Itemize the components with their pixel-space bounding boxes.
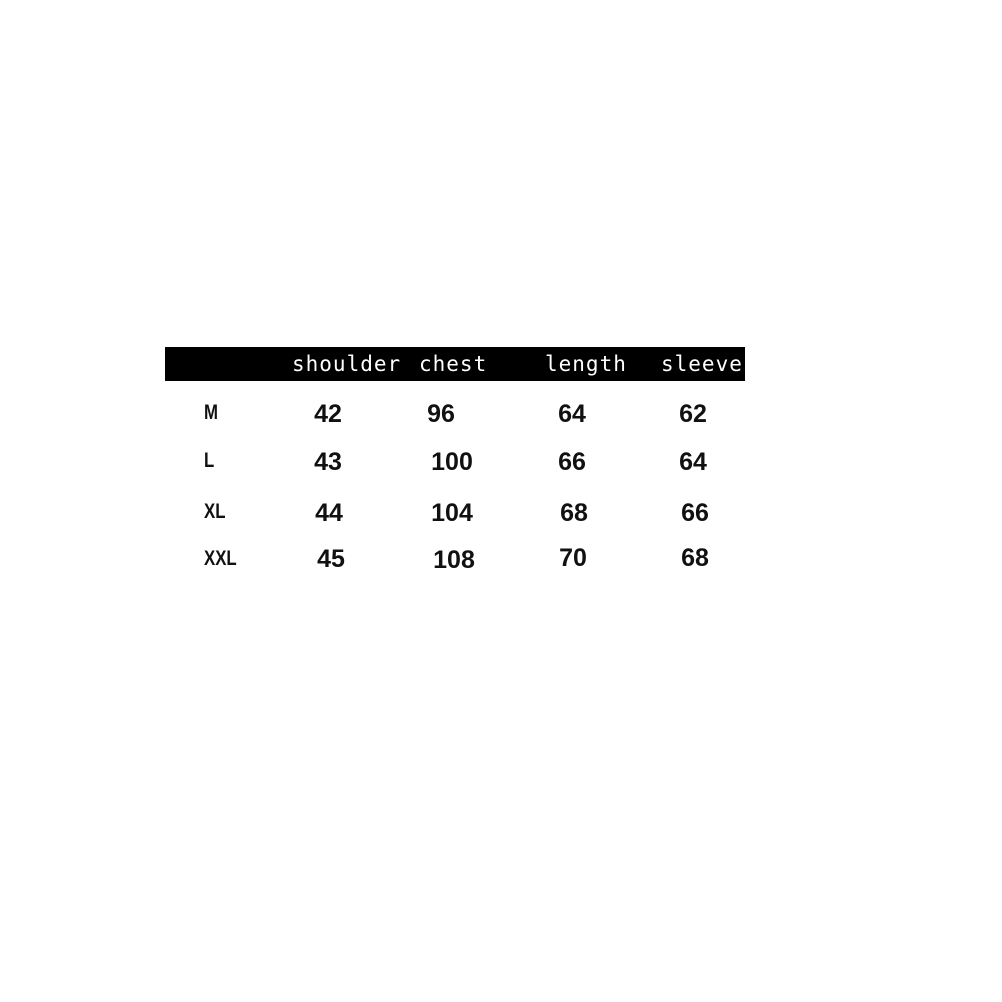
length-value: 68 <box>560 499 588 527</box>
column-header-chest: chest <box>419 352 488 376</box>
column-header-sleeve: sleeve <box>661 352 743 376</box>
sleeve-value: 64 <box>679 448 707 476</box>
sleeve-value: 68 <box>681 544 709 572</box>
length-value: 66 <box>558 448 586 476</box>
length-value: 64 <box>558 400 586 428</box>
chest-value: 96 <box>427 400 455 428</box>
column-header-shoulder: shoulder <box>292 352 402 376</box>
shoulder-value: 43 <box>314 448 342 476</box>
shoulder-value: 44 <box>315 499 343 527</box>
sleeve-value: 62 <box>679 400 707 428</box>
chest-value: 100 <box>431 448 473 476</box>
shoulder-value: 42 <box>314 400 342 428</box>
size-label: L <box>204 449 215 472</box>
column-header-length: length <box>545 352 627 376</box>
sleeve-value: 66 <box>681 499 709 527</box>
length-value: 70 <box>559 544 587 572</box>
size-label: XL <box>204 500 226 523</box>
chest-value: 104 <box>431 499 473 527</box>
chest-value: 108 <box>433 546 475 574</box>
shoulder-value: 45 <box>317 545 345 573</box>
table-header-bar <box>165 347 745 381</box>
size-label: M <box>204 401 218 424</box>
size-label: XXL <box>204 547 237 570</box>
